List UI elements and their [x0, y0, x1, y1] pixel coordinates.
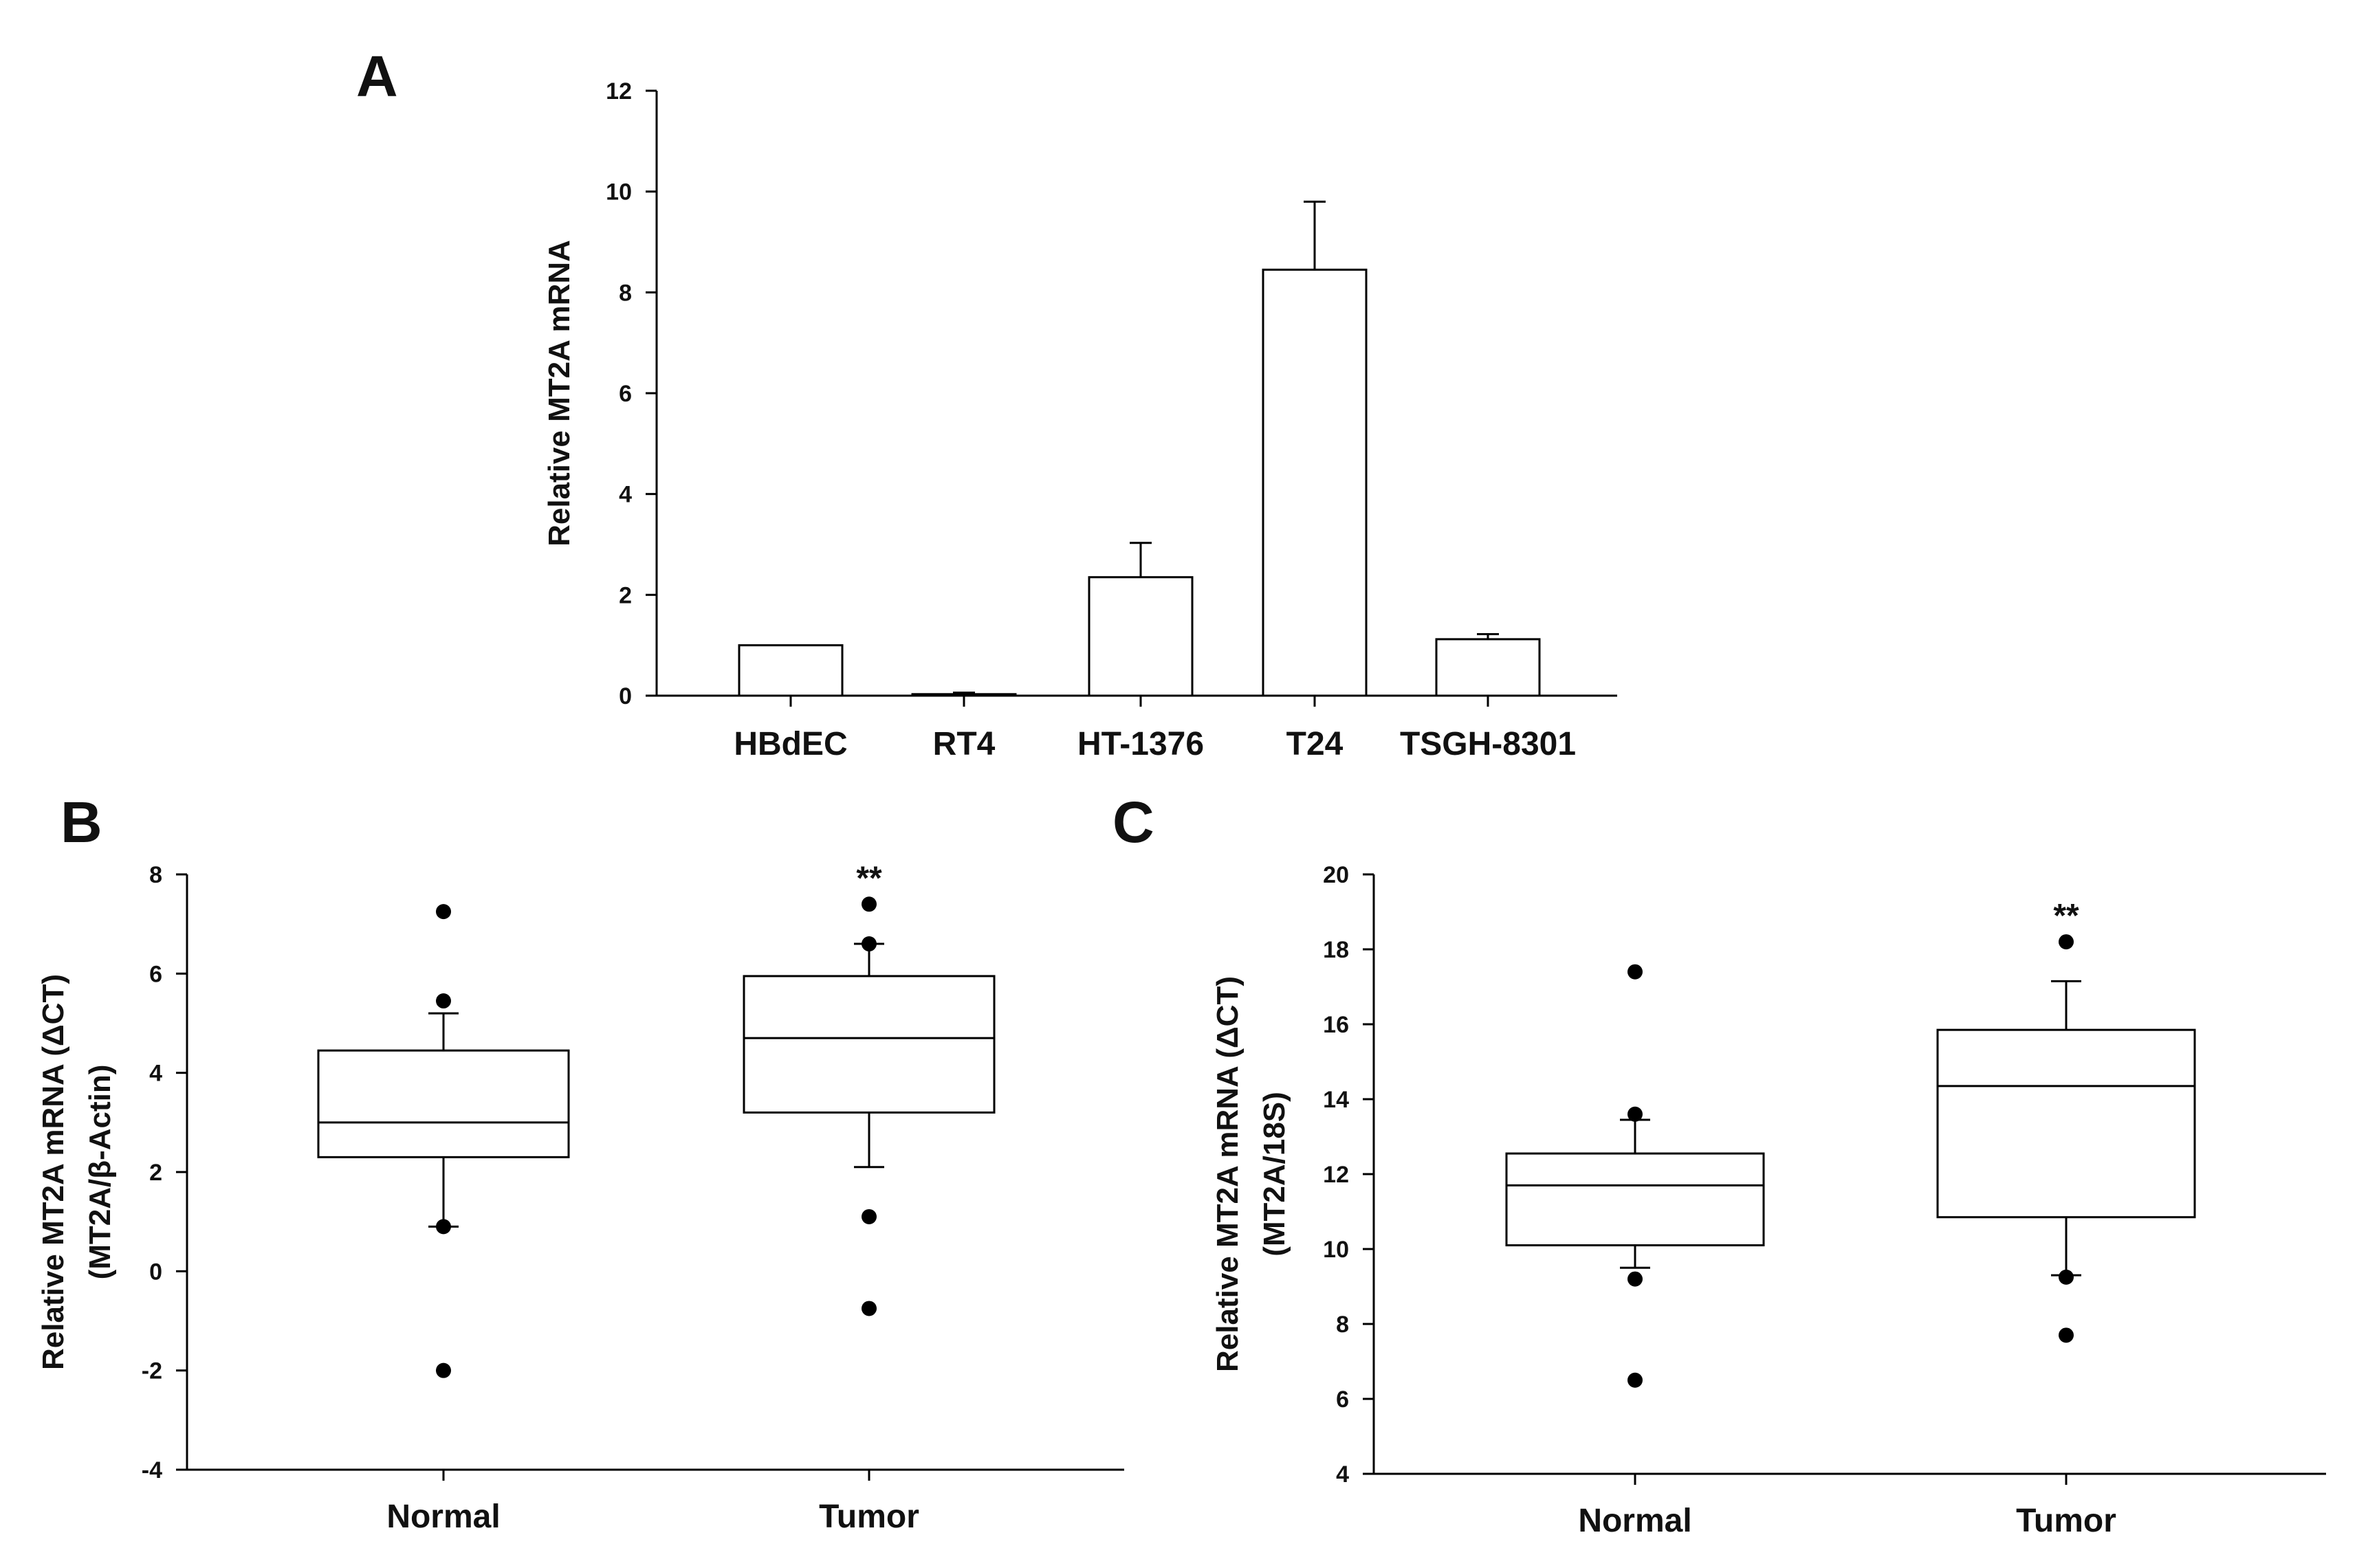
outlier-point — [862, 936, 877, 952]
outlier-point — [862, 1208, 877, 1224]
y-tick-label: 6 — [1336, 1387, 1349, 1413]
x-tick-label: Normal — [386, 1499, 500, 1535]
x-tick-label: TSGH-8301 — [1400, 726, 1576, 762]
box-normal — [317, 904, 570, 1378]
y-tick-label: 12 — [606, 78, 632, 104]
significance-marker: ** — [2053, 898, 2079, 934]
y-tick-label: 4 — [149, 1061, 162, 1087]
box-iqr — [1936, 1028, 2196, 1219]
box-tumor: ** — [743, 860, 996, 1316]
x-tick-label: Tumor — [2016, 1503, 2116, 1539]
x-tick-label: RT4 — [933, 726, 996, 762]
bar — [1088, 576, 1194, 697]
panel-b: B -4 -2 0 2 4 6 8 Normal Tumor Relative MT2A mRNA … — [36, 790, 1124, 1535]
y-tick-label: 0 — [619, 683, 632, 709]
outlier-point — [1627, 964, 1643, 980]
outlier-point — [2059, 1269, 2074, 1285]
box-iqr — [317, 1049, 570, 1158]
y-tick-label: 20 — [1323, 862, 1349, 888]
y-tick-label: 6 — [619, 381, 632, 407]
panel-c: C 4 6 8 10 12 14 16 18 20 Normal Tumor Relative MT2A… — [1112, 790, 2326, 1539]
y-tick-label: 0 — [149, 1259, 162, 1285]
y-axis-title: Relative MT2A mRNA — [542, 240, 576, 546]
y-tick-label: 10 — [1323, 1237, 1349, 1263]
box-tumor: ** — [1936, 898, 2196, 1343]
y-tick-label: 16 — [1323, 1012, 1349, 1038]
y-tick-label: 8 — [619, 280, 632, 306]
outlier-point — [1627, 1372, 1643, 1388]
y-tick-label: 6 — [149, 961, 162, 987]
outlier-point — [862, 896, 877, 912]
outlier-point — [2059, 934, 2074, 950]
x-tick-label: Normal — [1578, 1503, 1691, 1539]
panel-label-a: A — [356, 44, 398, 109]
y-axis-title: (MT2A/β-Actin) — [83, 1065, 117, 1280]
y-axis-title: Relative MT2A mRNA (ΔCT) — [1211, 976, 1245, 1372]
y-tick-label: 8 — [1336, 1312, 1349, 1338]
outlier-point — [2059, 1327, 2074, 1343]
outlier-point — [1627, 1271, 1643, 1287]
significance-marker: ** — [856, 860, 882, 896]
y-tick-label: 4 — [619, 482, 632, 508]
y-axis-title: Relative MT2A mRNA (ΔCT) — [36, 974, 70, 1370]
panel-label-b: B — [61, 790, 102, 854]
y-tick-label: 2 — [619, 582, 632, 608]
outlier-point — [1627, 1106, 1643, 1122]
x-tick-label: HT-1376 — [1077, 726, 1204, 762]
y-tick-label: 12 — [1323, 1162, 1349, 1188]
box-iqr — [743, 975, 996, 1114]
y-axis-title: (MT2A/18S) — [1258, 1092, 1291, 1257]
y-tick-label: -4 — [142, 1457, 162, 1483]
y-tick-label: 8 — [149, 862, 162, 888]
y-tick-label: 2 — [149, 1160, 162, 1186]
outlier-point — [436, 904, 451, 920]
bar — [1435, 638, 1541, 697]
x-tick-label: T24 — [1286, 726, 1344, 762]
x-tick-label: HBdEC — [734, 726, 847, 762]
outlier-point — [436, 1219, 451, 1235]
panel-label-c: C — [1112, 790, 1154, 854]
bar — [738, 644, 844, 697]
box-iqr — [1505, 1152, 1765, 1247]
y-tick-label: 14 — [1323, 1087, 1349, 1113]
outlier-point — [436, 1362, 451, 1378]
bar — [911, 693, 1017, 697]
x-tick-label: Tumor — [819, 1499, 919, 1535]
y-tick-label: 10 — [606, 179, 632, 206]
box-normal — [1505, 964, 1765, 1388]
panel-a: A 0 2 4 6 8 10 12 HBdEC RT4 HT-1376 T24 TSGH-8301 Rel… — [356, 44, 1617, 762]
y-tick-label: 18 — [1323, 937, 1349, 963]
outlier-point — [436, 993, 451, 1009]
bar — [1262, 268, 1368, 697]
y-tick-label: -2 — [142, 1358, 162, 1384]
y-tick-label: 4 — [1336, 1461, 1349, 1488]
outlier-point — [862, 1301, 877, 1316]
